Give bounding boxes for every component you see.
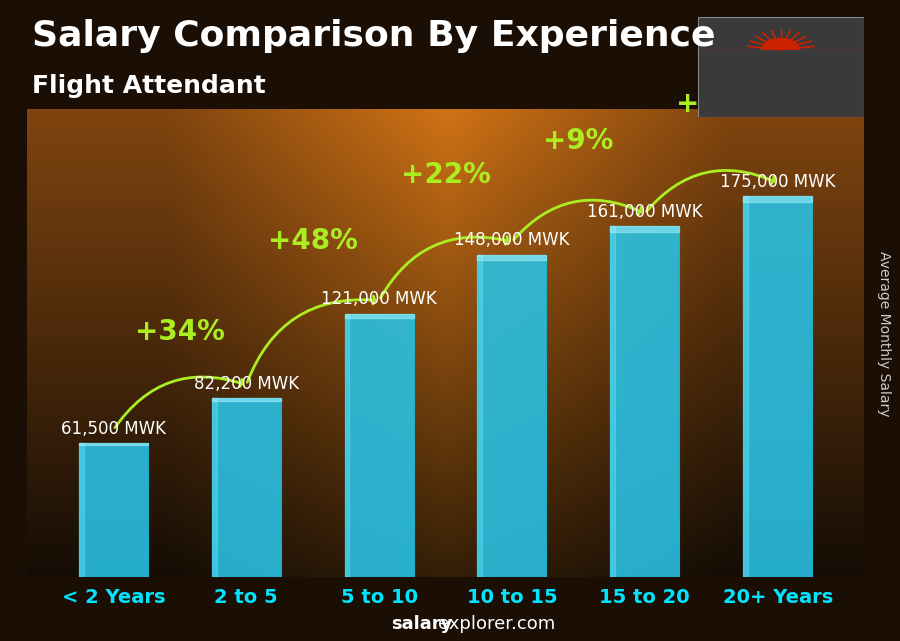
Wedge shape: [761, 38, 800, 50]
Text: 161,000 MWK: 161,000 MWK: [587, 203, 703, 221]
Bar: [345, 313, 414, 317]
Text: 61,500 MWK: 61,500 MWK: [61, 420, 166, 438]
Bar: [610, 226, 680, 577]
Bar: [79, 443, 84, 577]
Bar: [698, 51, 864, 83]
Text: 175,000 MWK: 175,000 MWK: [720, 172, 835, 190]
Bar: [345, 313, 414, 577]
Bar: [698, 83, 864, 117]
Bar: [477, 254, 482, 577]
Bar: [79, 443, 148, 577]
Bar: [698, 50, 864, 117]
Wedge shape: [761, 38, 800, 50]
Text: Flight Attendant: Flight Attendant: [32, 74, 266, 97]
Text: 82,200 MWK: 82,200 MWK: [194, 374, 299, 392]
Text: +48%: +48%: [267, 227, 357, 254]
Bar: [79, 443, 148, 445]
Text: 121,000 MWK: 121,000 MWK: [321, 290, 436, 308]
Bar: [610, 226, 680, 232]
Text: +9%: +9%: [544, 127, 614, 154]
Text: Salary Comparison By Experience: Salary Comparison By Experience: [32, 19, 715, 53]
Text: +34%: +34%: [135, 318, 225, 345]
Bar: [743, 196, 748, 577]
Text: +22%: +22%: [400, 162, 490, 190]
Bar: [212, 398, 281, 577]
Text: salary: salary: [392, 615, 453, 633]
Text: +8%: +8%: [676, 90, 746, 118]
Text: Average Monthly Salary: Average Monthly Salary: [877, 251, 891, 416]
Text: 148,000 MWK: 148,000 MWK: [454, 231, 570, 249]
Bar: [698, 17, 864, 51]
Bar: [212, 398, 217, 577]
Text: explorer.com: explorer.com: [438, 615, 555, 633]
Bar: [345, 313, 349, 577]
Bar: [477, 254, 546, 260]
Bar: [477, 254, 546, 577]
Bar: [743, 196, 812, 202]
Bar: [610, 226, 615, 577]
Bar: [212, 398, 281, 401]
Bar: [743, 196, 812, 577]
